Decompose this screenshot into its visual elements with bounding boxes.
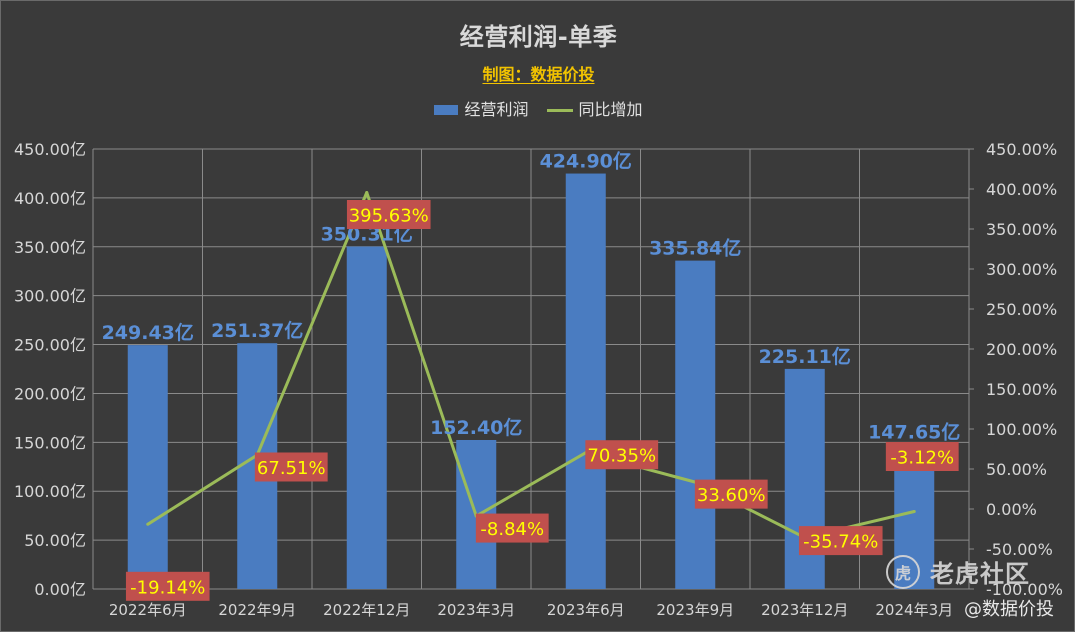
x-tick-label: 2022年12月 [323, 601, 410, 619]
pct-label-box [125, 571, 210, 601]
y-right-tick-label: -100.00% [986, 580, 1063, 599]
y-left-tick-label: 250.00亿 [14, 336, 86, 355]
legend-line-label: 同比增加 [578, 100, 643, 119]
watermark-author: @数据价投 [964, 599, 1054, 620]
pct-value-label: 33.60% [697, 485, 766, 506]
pct-label-box [346, 199, 431, 229]
tiger-logo-icon: 虎 [886, 554, 920, 589]
y-left-tick-label: 450.00亿 [14, 140, 86, 159]
x-tick-label: 2022年6月 [109, 601, 187, 619]
x-tick-label: 2023年12月 [761, 601, 848, 619]
y-right-tick-label: -50.00% [986, 540, 1053, 559]
pct-label-box [585, 440, 659, 470]
line-yoy-growth [146, 190, 915, 540]
y-left-tick-label: 100.00亿 [14, 482, 86, 501]
pct-value-label: 395.63% [349, 205, 429, 226]
bar-value-label: 147.65亿 [868, 421, 960, 444]
bar-operating-profit [346, 246, 387, 589]
pct-value-label: 70.35% [587, 446, 656, 467]
bar-value-label: 424.90亿 [540, 150, 632, 173]
bar-operating-profit [565, 173, 606, 589]
x-tick-label: 2023年6月 [547, 601, 625, 619]
y-right-tick-label: 0.00% [986, 500, 1037, 519]
pct-label-box [694, 479, 768, 509]
y-left-tick-label: 350.00亿 [14, 238, 86, 257]
legend-item-bar: 经营利润 [434, 100, 529, 119]
pct-label-box [475, 513, 549, 543]
bar-value-label: 249.43亿 [102, 321, 194, 344]
bar-value-label: 152.40亿 [430, 416, 522, 439]
y-left-tick-label: 300.00亿 [14, 287, 86, 306]
legend: 经营利润 同比增加 [1, 100, 1074, 119]
y-left-tick-label: 150.00亿 [14, 433, 86, 452]
pct-value-label: -8.84% [480, 519, 544, 540]
watermark: 虎 老虎社区 [886, 554, 1030, 589]
bar-value-label: 335.84亿 [649, 237, 741, 260]
pct-value-label: 67.51% [257, 458, 326, 479]
bar-operating-profit [675, 260, 716, 589]
bar-value-label: 251.37亿 [211, 319, 303, 342]
y-right-tick-label: 400.00% [986, 180, 1057, 199]
y-left-tick-label: 200.00亿 [14, 384, 86, 403]
watermark-brand: 老虎社区 [930, 560, 1030, 588]
x-tick-label: 2023年9月 [656, 601, 734, 619]
pct-value-label: -19.14% [130, 577, 205, 598]
chart-title: 经营利润-单季 [459, 23, 618, 51]
y-right-tick-label: 450.00% [986, 140, 1057, 159]
bar-operating-profit [784, 368, 825, 589]
legend-bar-label: 经营利润 [464, 100, 529, 119]
legend-bar-swatch [434, 105, 459, 115]
chart-subtitle: 制图：数据价投 [482, 65, 595, 84]
y-right-tick-label: 300.00% [986, 260, 1057, 279]
x-tick-label: 2022年9月 [218, 601, 296, 619]
legend-item-line: 同比增加 [546, 100, 643, 119]
y-left-tick-label: 0.00亿 [34, 580, 86, 599]
legend-line-swatch [546, 108, 573, 112]
pct-label-box [798, 526, 883, 556]
x-tick-label: 2023年3月 [437, 601, 515, 619]
line-point-yoy [365, 190, 369, 194]
pct-value-label: -3.12% [890, 447, 954, 468]
pct-label-box [254, 452, 328, 482]
y-right-tick-label: 50.00% [986, 460, 1047, 479]
line-point-yoy [912, 509, 916, 513]
y-right-tick-label: 350.00% [986, 220, 1057, 239]
y-right-tick-label: 100.00% [986, 420, 1057, 439]
y-right-tick-label: 250.00% [986, 300, 1057, 319]
bar-value-label: 225.11亿 [759, 345, 851, 368]
x-tick-label: 2024年3月 [875, 601, 953, 619]
y-right-tick-label: 200.00% [986, 340, 1057, 359]
line-point-yoy [146, 522, 150, 526]
y-left-tick-label: 400.00亿 [14, 189, 86, 208]
pct-value-label: -35.74% [803, 532, 878, 553]
pct-label-box [885, 441, 959, 471]
y-left-tick-label: 50.00亿 [24, 531, 86, 550]
bar-operating-profit [127, 345, 168, 589]
y-right-tick-label: 150.00% [986, 380, 1057, 399]
